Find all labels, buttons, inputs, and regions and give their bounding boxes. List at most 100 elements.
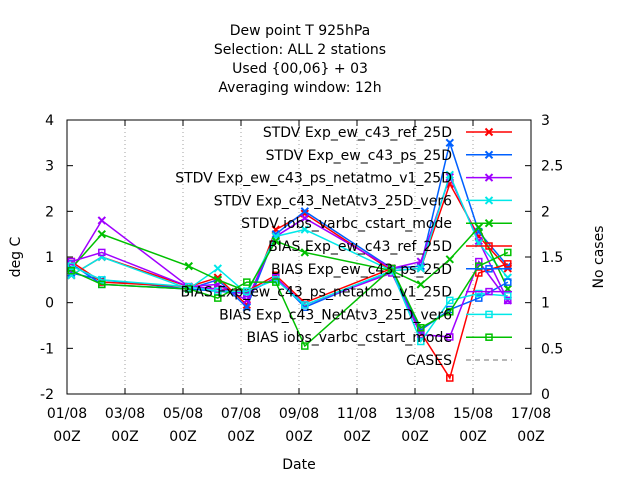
x-tick-label-time: 00Z	[227, 429, 254, 445]
legend-marker	[485, 310, 493, 319]
legend-label: STDV iobs_varbc_cstart_mode	[241, 216, 452, 232]
legend-marker	[485, 287, 493, 296]
axis-ticks: 01/08 00Z 03/08 00Z 05/08 00Z 07/08 00Z 09/08 00Z…	[40, 113, 563, 445]
data-point	[185, 285, 193, 293]
y-axis-label: deg C	[8, 236, 24, 277]
data-point	[300, 213, 310, 223]
x-tick-label-time: 00Z	[169, 429, 196, 445]
data-point	[213, 264, 223, 273]
title-line-1: Dew point T 925hPa	[230, 23, 370, 39]
legend-label: STDV Exp_ew_c43_ps_netatmo_v1_25D	[175, 171, 452, 187]
data-point	[243, 287, 251, 295]
data-point	[67, 257, 76, 266]
x-tick-label: 11/08	[337, 406, 377, 422]
legend-marker	[485, 265, 493, 273]
data-point	[446, 296, 454, 305]
legend: STDV Exp_ew_c43_ref_25D STDV Exp_ew_c43_p…	[175, 125, 512, 369]
data-point	[300, 225, 310, 234]
data-point	[445, 138, 455, 148]
y2-tick-label: 0.5	[541, 341, 563, 357]
data-point	[214, 287, 222, 295]
legend-label: BIAS Exp_ew_c43_ref_25D	[268, 239, 452, 255]
data-point	[243, 278, 251, 286]
x-tick-label: 05/08	[163, 406, 203, 422]
legend-label: BIAS Exp_ew_c43_ps_25D	[271, 262, 452, 278]
data-point	[184, 261, 194, 271]
data-point	[445, 255, 455, 264]
data-point	[97, 229, 107, 239]
y2-tick-label: 0	[541, 387, 550, 403]
series-line	[71, 140, 509, 309]
y2-tick-label: 3	[541, 113, 550, 129]
y2-axis-label: No cases	[591, 226, 607, 289]
x-tick-label: 13/08	[395, 406, 435, 422]
y-tick-label: 1	[45, 250, 54, 266]
x-tick-label-time: 00Z	[111, 429, 138, 445]
data-point	[475, 294, 483, 302]
legend-label: STDV Exp_ew_c43_ps_25D	[266, 148, 452, 164]
data-point	[301, 301, 309, 309]
data-point	[67, 262, 76, 270]
x-tick-label: 17/08	[511, 406, 551, 422]
data-point	[475, 269, 483, 277]
y-tick-label: -2	[40, 387, 54, 403]
y2-tick-label: 1.5	[541, 250, 563, 266]
data-point	[445, 170, 455, 180]
series-line	[71, 251, 509, 338]
y2-tick-label: 2.5	[541, 159, 563, 175]
legend-marker	[485, 242, 493, 250]
data-point	[416, 264, 426, 273]
x-tick-label-time: 00Z	[517, 429, 544, 445]
data-point	[300, 207, 310, 216]
title-line-4: Averaging window: 12h	[218, 80, 381, 96]
series-3	[67, 170, 513, 298]
legend-label: STDV Exp_ew_c43_ref_25D	[263, 125, 452, 141]
x-tick-label-time: 00Z	[343, 429, 370, 445]
data-point	[214, 294, 222, 302]
data-point	[446, 308, 454, 316]
data-point	[504, 296, 512, 305]
data-point	[416, 280, 426, 289]
title-line-2: Selection: ALL 2 stations	[214, 42, 386, 58]
x-tick-label-time: 00Z	[53, 429, 80, 445]
data-point	[475, 289, 483, 298]
data-point	[213, 275, 223, 285]
data-point	[98, 248, 106, 257]
data-point	[242, 296, 252, 305]
data-point	[388, 264, 396, 273]
x-tick-label: 07/08	[221, 406, 261, 422]
series-line	[70, 172, 509, 295]
data-point	[446, 333, 454, 341]
data-point	[504, 292, 512, 300]
series-line	[71, 251, 509, 348]
legend-marker	[485, 333, 493, 341]
x-tick-label: 03/08	[105, 406, 145, 422]
y-tick-label: 0	[45, 296, 54, 312]
x-tick-label-time: 00Z	[401, 429, 428, 445]
data-point	[242, 303, 252, 312]
data-point	[300, 248, 310, 257]
x-tick-label-time: 00Z	[459, 429, 486, 445]
data-point	[97, 216, 107, 225]
legend-marker	[484, 218, 494, 228]
chart-title: Dew point T 925hPa Selection: ALL 2 stat…	[214, 23, 386, 96]
legend-marker	[484, 150, 494, 160]
data-point	[474, 223, 484, 232]
series-9	[67, 248, 512, 350]
data-point	[417, 324, 425, 332]
title-line-3: Used {00,06} + 03	[232, 61, 368, 77]
y2-tick-label: 1	[541, 296, 550, 312]
data-point	[271, 236, 281, 246]
legend-marker	[484, 196, 494, 205]
legend-label: CASES	[406, 353, 452, 369]
data-point	[301, 342, 309, 350]
legend-label: BIAS Exp_c43_NetAtv3_25D_ver6	[219, 307, 452, 323]
x-axis-label: Date	[282, 457, 315, 473]
legend-marker	[484, 173, 494, 182]
y2-tick-label: 2	[541, 204, 550, 220]
legend-label: STDV Exp_c43_NetAtv3_25D_ver6	[214, 193, 452, 209]
data-point	[98, 276, 106, 284]
data-point	[272, 278, 280, 286]
x-tick-label: 09/08	[279, 406, 319, 422]
